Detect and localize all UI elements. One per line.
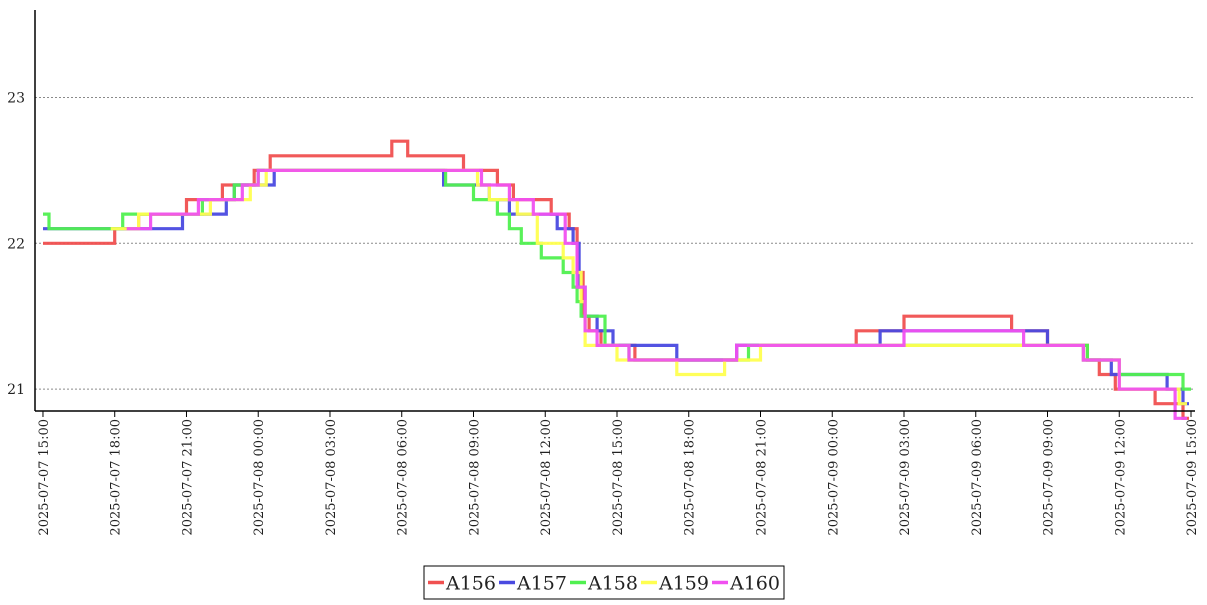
x-tick-label: 2025-07-09 06:00 [970,419,985,536]
legend-label-a159: A159 [658,573,709,595]
x-tick-label: 2025-07-08 03:00 [324,419,339,536]
x-tick-label: 2025-07-08 06:00 [396,419,411,536]
axis-layer: 21 22 23 2025-07-07 15:00 2025-07-07 18:00 20… [7,10,1200,536]
series-line-a156 [43,141,1189,418]
series-layer [43,141,1191,418]
x-tick-label: 2025-07-09 03:00 [898,419,913,536]
x-tick-label: 2025-07-07 21:00 [181,419,196,536]
legend-label-a156: A156 [445,573,496,595]
x-tick-label: 2025-07-08 15:00 [611,419,626,536]
legend-label-a158: A158 [587,573,638,595]
x-tick-label: 2025-07-08 00:00 [252,419,267,536]
series-line-a160 [127,170,1187,418]
x-tick-label: 2025-07-09 00:00 [826,419,841,536]
y-tick-label: 22 [7,236,25,252]
x-tick-label: 2025-07-09 15:00 [1185,419,1200,536]
legend: A156 A157 A158 A159 A160 [424,566,784,599]
x-tick-label: 2025-07-08 18:00 [683,419,698,536]
x-tick-label: 2025-07-09 12:00 [1113,419,1128,536]
legend-label-a157: A157 [516,573,567,595]
x-tick-label: 2025-07-08 21:00 [755,419,770,536]
x-tick-label: 2025-07-08 12:00 [539,419,554,536]
x-tick-label: 2025-07-09 09:00 [1042,419,1057,536]
y-tick-label: 23 [7,90,25,106]
x-tick-label: 2025-07-07 18:00 [109,419,124,536]
legend-label-a160: A160 [729,573,780,595]
series-line-a157 [43,170,1189,403]
y-tick-label: 21 [7,382,25,398]
x-tick-label: 2025-07-07 15:00 [37,419,52,536]
series-line-a159 [111,170,1187,403]
x-tick-label: 2025-07-08 09:00 [468,419,483,536]
